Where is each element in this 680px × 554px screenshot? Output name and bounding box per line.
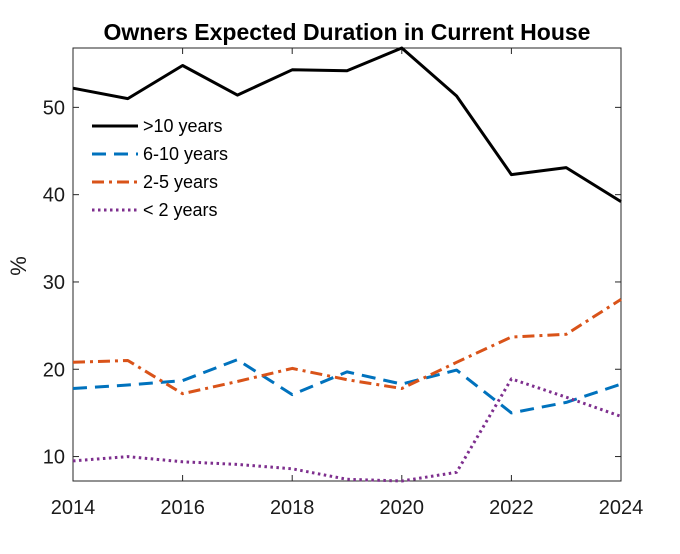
x-tick-label: 2024 bbox=[599, 497, 644, 519]
chart-title: Owners Expected Duration in Current Hous… bbox=[104, 19, 591, 45]
x-tick-label: 2018 bbox=[270, 497, 315, 519]
x-tick-label: 2022 bbox=[489, 497, 534, 519]
y-tick-label: 40 bbox=[43, 185, 65, 207]
legend-label-1: >10 years bbox=[143, 116, 223, 136]
x-tick-label: 2014 bbox=[51, 497, 96, 519]
series-line-4 bbox=[72, 377, 622, 483]
x-tick-label: 2020 bbox=[380, 497, 425, 519]
y-tick-label: 30 bbox=[43, 272, 65, 294]
legend-label-3: 2-5 years bbox=[143, 172, 218, 192]
x-tick-label: 2016 bbox=[160, 497, 205, 519]
series-line-2 bbox=[72, 358, 622, 415]
plot-area bbox=[72, 47, 622, 482]
series-line-3 bbox=[72, 298, 622, 396]
y-tick-label: 10 bbox=[43, 447, 65, 469]
series-line-1 bbox=[72, 46, 622, 203]
y-axis-label: % bbox=[6, 256, 31, 276]
legend-label-4: < 2 years bbox=[143, 200, 218, 220]
y-tick-label: 20 bbox=[43, 359, 65, 381]
legend-label-2: 6-10 years bbox=[143, 144, 228, 164]
y-tick-label: 50 bbox=[43, 97, 65, 119]
